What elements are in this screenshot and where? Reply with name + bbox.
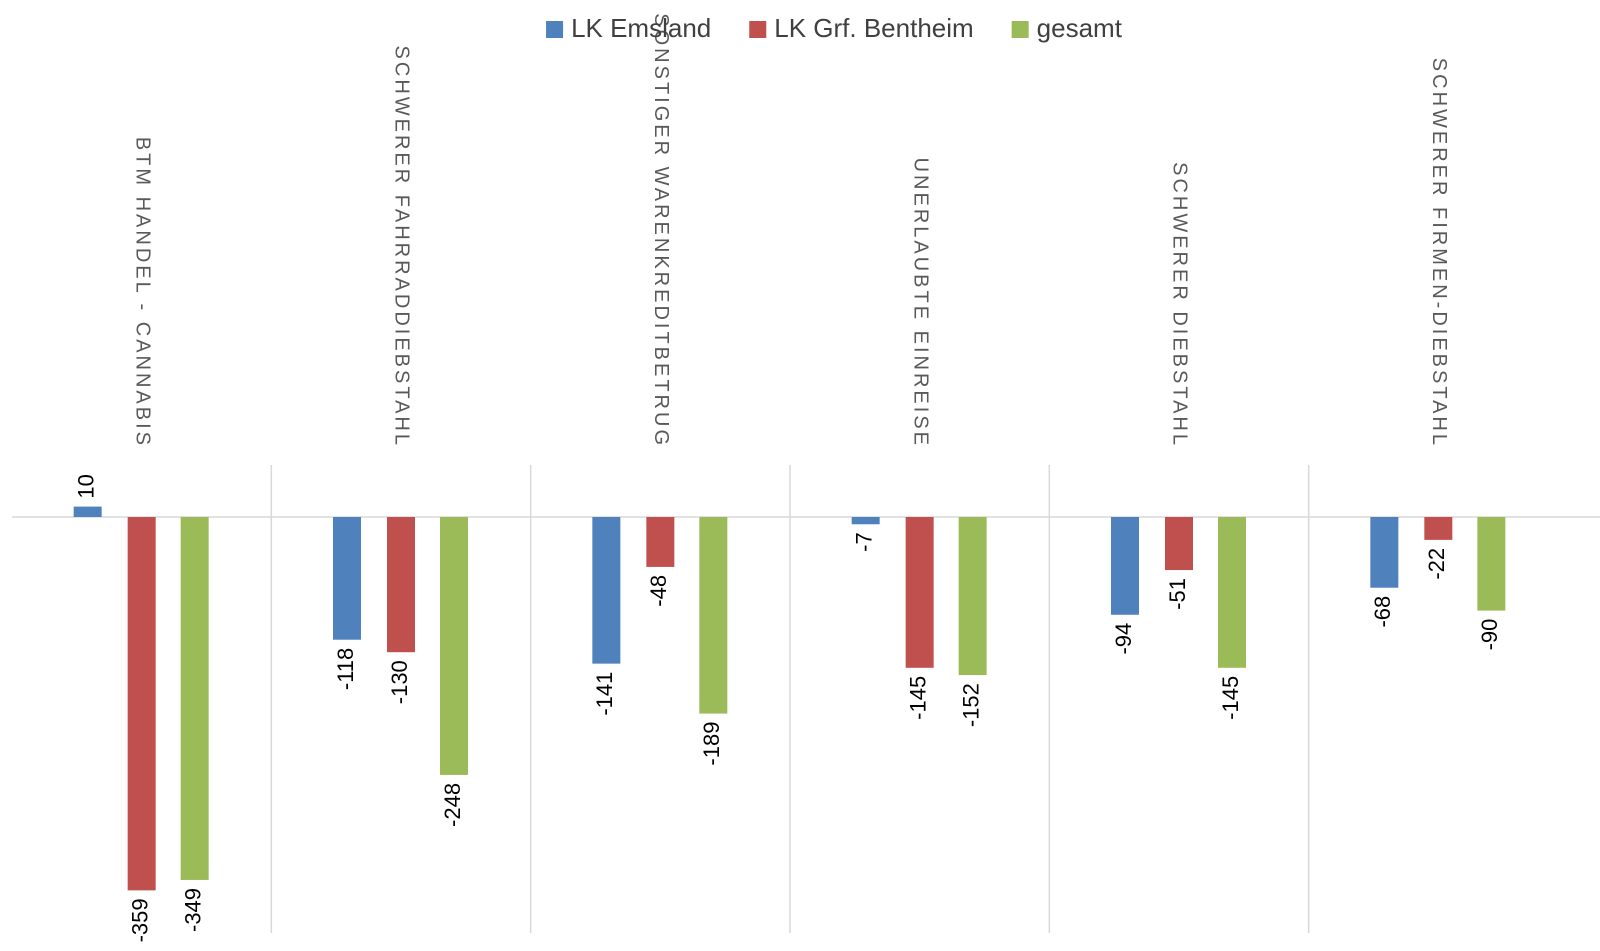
value-label: -141 — [592, 672, 617, 716]
bar — [905, 517, 934, 668]
bar — [1218, 517, 1246, 668]
category-label: SONSTIGER WARENKREDITBETRUG — [650, 13, 672, 448]
legend-item: LK Emsland — [546, 13, 711, 43]
category-separators — [270, 465, 1310, 933]
legend-label: gesamt — [1037, 13, 1123, 43]
bar — [1111, 517, 1139, 615]
value-label: -48 — [646, 575, 671, 607]
value-label: -94 — [1111, 623, 1136, 655]
value-label: -51 — [1165, 578, 1190, 610]
legend-swatch — [749, 21, 767, 38]
category-label: SCHWERER FAHRRADDIEBSTAHL — [391, 46, 413, 448]
value-label: -349 — [180, 888, 205, 932]
bar — [127, 517, 156, 891]
value-label: -22 — [1424, 548, 1449, 580]
value-label: -130 — [387, 660, 412, 704]
value-label: -7 — [851, 532, 876, 552]
legend-label: LK Emsland — [571, 13, 711, 43]
category-label: UNERLAUBTE EINREISE — [909, 158, 931, 448]
value-label: 10 — [73, 474, 98, 498]
bar — [646, 517, 675, 567]
bar — [440, 517, 468, 775]
legend-swatch — [1011, 21, 1029, 38]
value-label: -152 — [958, 683, 983, 727]
bar — [958, 517, 987, 676]
category-label: SCHWERER DIEBSTAHL — [1169, 162, 1191, 448]
legend-swatch — [546, 21, 564, 38]
category-label: BTM HANDEL - CANNABIS — [131, 137, 153, 448]
category-label: SCHWERER FIRMEN-DIEBSTAHL — [1428, 58, 1450, 448]
legend-item: LK Grf. Bentheim — [749, 13, 974, 43]
value-label: -145 — [1218, 676, 1243, 720]
value-label: -68 — [1370, 596, 1395, 628]
value-label: -90 — [1477, 619, 1502, 651]
bar — [73, 506, 102, 517]
value-label: -359 — [127, 898, 152, 942]
value-label: -189 — [699, 722, 724, 766]
value-label: -118 — [333, 648, 358, 690]
legend-item: gesamt — [1011, 13, 1123, 43]
bar — [1477, 517, 1506, 611]
bar — [387, 517, 415, 653]
bar — [1370, 517, 1399, 588]
bar — [592, 517, 621, 664]
bar — [851, 517, 880, 525]
bar — [180, 517, 209, 880]
bar — [1165, 517, 1193, 571]
legend-label: LK Grf. Bentheim — [774, 13, 973, 43]
bar — [1424, 517, 1453, 540]
value-label: -248 — [440, 783, 465, 827]
bar — [699, 517, 728, 714]
value-label: -145 — [905, 676, 930, 720]
bar — [333, 517, 361, 640]
